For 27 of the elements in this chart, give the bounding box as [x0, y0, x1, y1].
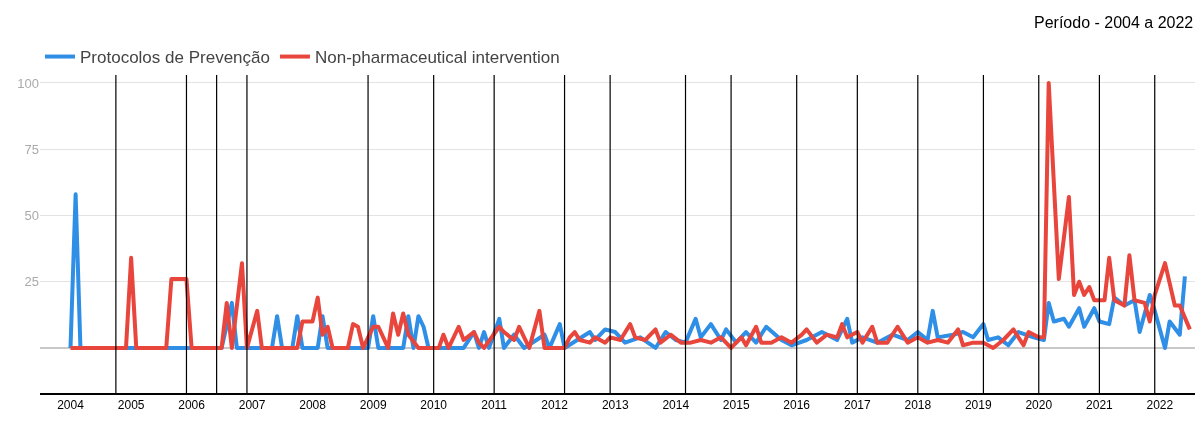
x-tick-label: 2014 [662, 398, 690, 413]
x-tick-label: 2017 [843, 398, 871, 413]
x-tick-label: 2016 [783, 398, 811, 413]
legend-label: Protocolos de Prevenção [80, 48, 270, 68]
line-series [68, 80, 1192, 350]
y-tick-label: 25 [24, 274, 39, 290]
x-tick-label: 2007 [238, 398, 266, 413]
x-tick-label: 2022 [1146, 398, 1174, 413]
x-tick-label: 2011 [481, 398, 508, 413]
x-tick-label: 2013 [601, 398, 629, 413]
x-tick-label: 2020 [1025, 398, 1053, 413]
text: Período - 2004 a 2022 [1034, 14, 1194, 31]
x-tick-label: 2008 [299, 398, 327, 413]
y-tick-label: 50 [24, 208, 39, 223]
x-tick-label: 2019 [964, 398, 992, 413]
x-tick-label: 2004 [57, 398, 85, 413]
x-tick-label: 2009 [359, 398, 387, 413]
y-tick-label: 75 [24, 141, 39, 157]
x-tick-label: 2021 [1086, 398, 1114, 413]
x-tick-label: 2010 [420, 398, 448, 413]
y-tick-label: 100 [17, 75, 39, 91]
legend-label: Non-pharmaceutical intervention [314, 48, 560, 68]
x-tick-label: 2012 [541, 398, 569, 413]
x-tick-label: 2006 [178, 398, 206, 413]
x-tick-label: 2018 [904, 398, 932, 413]
x-tick-label: 2005 [117, 398, 145, 413]
x-tick-label: 2015 [722, 398, 750, 413]
